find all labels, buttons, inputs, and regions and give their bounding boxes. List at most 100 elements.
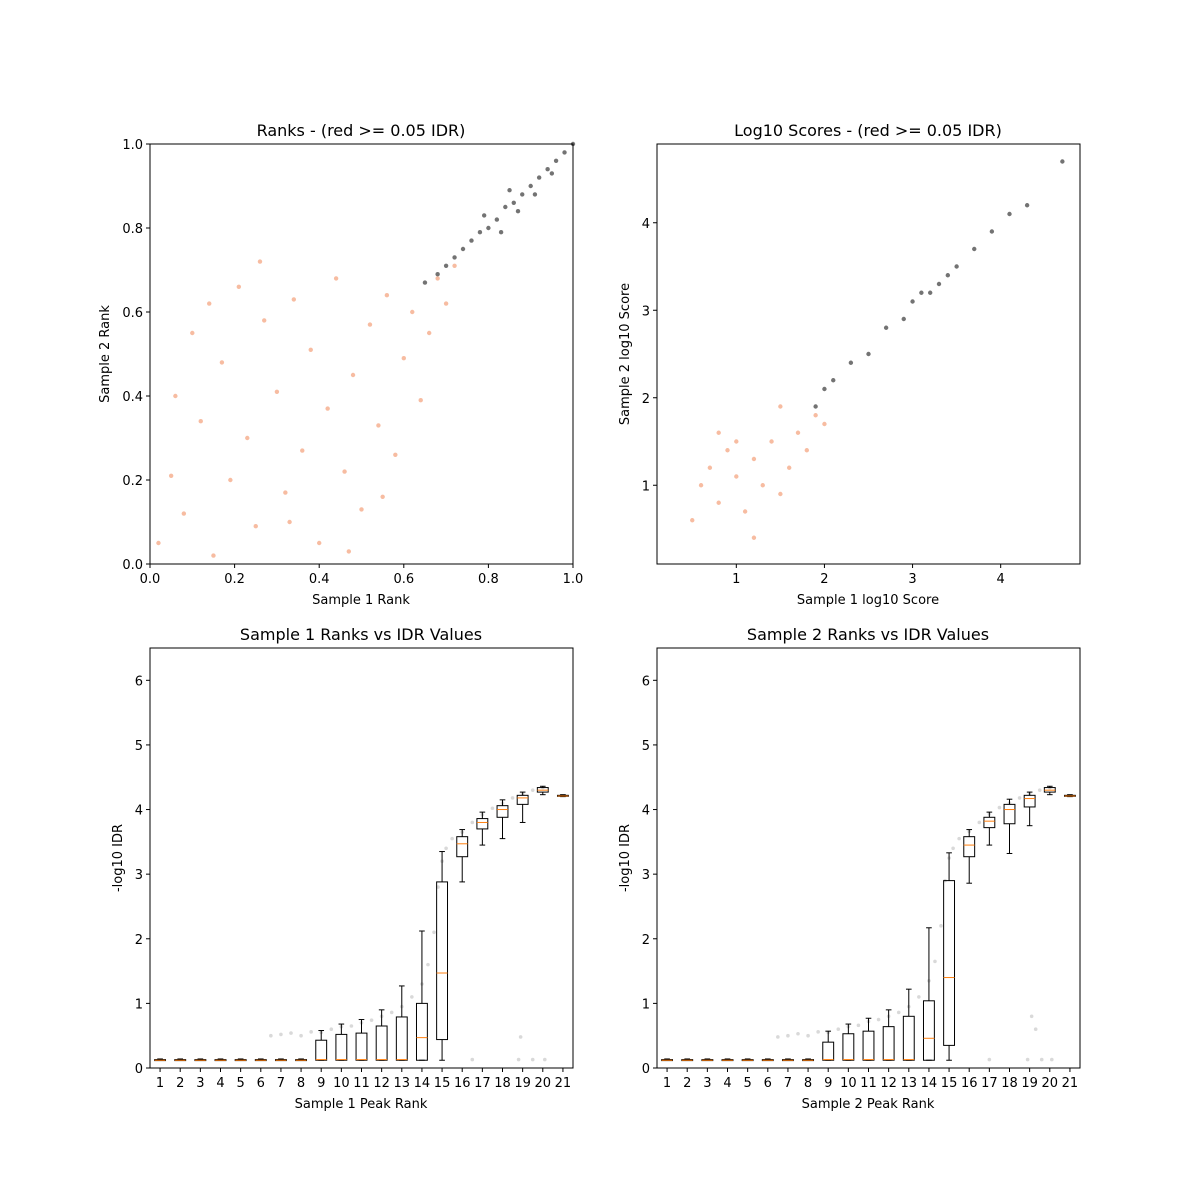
x-tick-label-20: 21 [555,1076,572,1091]
point-low-idr-5 [883,325,889,330]
point-29 [530,788,535,792]
x-tick-label-2: 3 [908,572,916,587]
x-tick-label-0: 0.0 [140,572,161,587]
x-tick-label-3: 4 [997,572,1005,587]
x-tick-label-3: 4 [723,1076,731,1091]
point-high-idr-37 [287,519,292,525]
point-low-idr-20 [532,192,538,197]
point-4 [816,1030,820,1034]
point-low-idr-12 [528,183,533,189]
point-low-idr-15 [553,158,559,163]
point-14 [917,995,921,999]
panel-4-marks [661,785,1076,1062]
x-tick-label-3: 4 [216,1076,224,1091]
point-low-idr-21 [481,213,487,218]
point-high-idr-26 [393,452,398,457]
panel-2-ticks: 1 2 3 4 1 2 3 4 [642,217,1005,587]
point-0 [269,1033,273,1038]
panel-2-frame [656,143,1081,565]
point-low-idr-13 [536,175,542,180]
point-high-idr-29 [418,398,423,403]
x-tick-label-8: 9 [824,1076,832,1091]
point-high-idr-18 [778,404,783,409]
box-10 [842,1033,855,1061]
x-tick-label-8: 9 [317,1076,325,1091]
point-high-idr-19 [734,439,739,444]
panel-4-title: Sample 2 Ranks vs IDR Values [747,625,989,644]
point-high-idr-4 [734,474,739,479]
box-11 [862,1030,875,1061]
x-tick-label-6: 7 [784,1076,792,1091]
x-tick-label-0: 1 [732,572,740,587]
point-34 [987,1057,992,1062]
point-high-idr-15 [690,518,695,523]
x-tick-label-11: 12 [880,1076,897,1091]
point-high-idr-27 [401,356,406,361]
point-low-idr-2 [831,378,836,383]
point-high-idr-8 [236,284,242,289]
panel-scores-scatter: Log10 Scores - (red >= 0.05 IDR) 1 2 3 4 1 2 3… [618,121,1081,608]
point-low-idr-6 [901,316,906,322]
point-20 [444,846,448,851]
point-high-idr-6 [219,360,225,365]
point-high-idr-36 [257,259,263,264]
y-tick-label-4: 4 [135,804,143,819]
point-31 [1025,1057,1030,1062]
y-tick-label-3: 4 [642,217,650,232]
panel-2-xlabel: Sample 1 log10 Score [797,593,939,608]
point-low-idr-10 [511,200,516,205]
point-high-idr-6 [751,456,757,462]
y-tick-label-4: 4 [642,804,650,819]
box-9 [315,1039,328,1061]
x-tick-label-5: 1.0 [563,572,584,587]
point-10 [876,1017,881,1022]
point-high-idr-32 [443,301,449,306]
point-34 [470,1057,475,1062]
point-36 [1029,1014,1034,1019]
x-tick-label-13: 14 [414,1076,431,1091]
point-high-idr-14 [822,421,827,427]
panel-3-xlabel: Sample 1 Peak Rank [295,1097,428,1112]
point-2 [289,1031,293,1035]
x-tick-label-17: 18 [494,1076,511,1091]
point-high-idr-18 [325,406,330,411]
point-high-idr-35 [207,301,212,306]
y-tick-label-1: 2 [642,392,650,407]
point-low-idr-1 [435,272,440,277]
point-12 [389,1010,394,1015]
y-tick-label-5: 5 [642,739,650,754]
box-13 [902,1015,915,1061]
point-high-idr-0 [698,483,704,488]
point-high-idr-7 [228,477,233,483]
panel-1-frame [149,143,574,565]
point-10 [369,1018,374,1022]
x-tick-label-1: 2 [820,572,828,587]
x-tick-label-12: 13 [394,1076,411,1091]
point-low-idr-8 [494,217,500,222]
point-high-idr-25 [384,293,390,298]
y-tick-label-5: 5 [135,739,143,754]
point-high-idr-13 [813,413,818,418]
x-tick-label-5: 6 [764,1076,772,1091]
panel-2-ylabel: Sample 2 log10 Score [618,283,633,425]
x-tick-label-19: 20 [1042,1076,1059,1091]
box-12 [375,1025,388,1061]
x-tick-label-11: 12 [373,1076,390,1091]
x-tick-label-20: 21 [1062,1076,1079,1091]
y-tick-label-1: 1 [135,997,143,1012]
point-20 [951,846,955,851]
point-low-idr-7 [486,225,491,231]
point-high-idr-24 [376,423,381,428]
point-high-idr-5 [211,553,216,558]
point-6 [329,1027,334,1032]
y-tick-label-2: 2 [642,933,650,948]
point-low-idr-12 [954,264,959,269]
point-high-idr-8 [769,439,774,444]
point-low-idr-7 [910,299,915,304]
point-high-idr-30 [426,330,432,336]
point-low-idr-4 [866,351,871,357]
x-tick-label-13: 14 [921,1076,938,1091]
point-high-idr-1 [707,465,713,470]
